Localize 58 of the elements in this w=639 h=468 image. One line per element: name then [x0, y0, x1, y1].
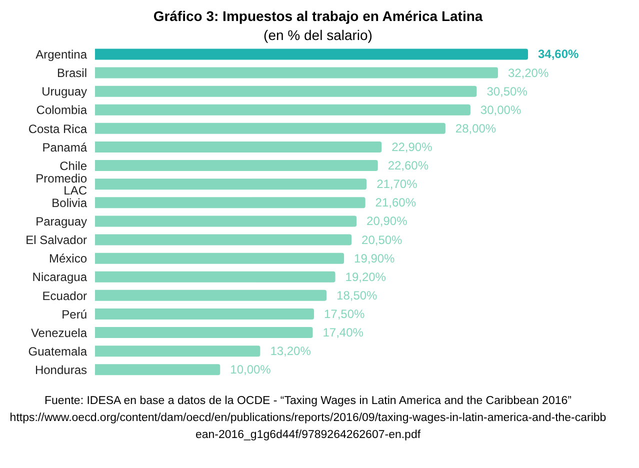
- text: https://www.oecd.org/content/dam/oecd/en/publications/reports/2016/09/taxing-wages-in-latin-america-and-the-caribbean-2016_g1g6d44f/9789264262607-en.pdf: [8, 411, 608, 443]
- y-tick-label: Panamá: [42, 140, 88, 154]
- y-tick-label: Perú: [62, 307, 87, 322]
- bar: [95, 178, 367, 190]
- data-label: 18,50%: [336, 288, 378, 302]
- y-tick-label: Honduras: [34, 362, 87, 377]
- bar: [95, 216, 357, 227]
- bar: [95, 86, 477, 97]
- y-tick-label: Promedio LAC: [36, 171, 88, 198]
- bar: [95, 48, 528, 60]
- bar: [95, 308, 314, 320]
- data-label: 21,60%: [375, 196, 416, 210]
- data-label: 28,00%: [455, 121, 496, 136]
- y-tick-label: Chile: [60, 158, 88, 173]
- y-tick-label: Colombia: [36, 103, 88, 118]
- data-label: 17,40%: [322, 326, 364, 340]
- data-label: 32,20%: [508, 66, 549, 80]
- y-tick-label: Guatemala: [28, 344, 88, 358]
- data-label: 19,20%: [345, 270, 386, 284]
- y-tick-label: Bolivia: [52, 196, 88, 210]
- y-tick-label: Paraguay: [36, 214, 87, 229]
- bar: [95, 346, 260, 357]
- data-label: 19,90%: [354, 251, 396, 266]
- bar: [95, 122, 446, 134]
- data-label: 17,50%: [324, 306, 366, 321]
- bar: [95, 141, 382, 152]
- data-label: 22,60%: [388, 158, 429, 173]
- data-label: 21,70%: [376, 177, 418, 192]
- y-tick-label: Brasil: [56, 66, 87, 80]
- bar: [95, 252, 344, 264]
- bar: [95, 160, 378, 172]
- data-label: 30,50%: [486, 84, 528, 98]
- data-label: 34,60%: [538, 47, 580, 62]
- y-tick-label: Nicaragua: [32, 270, 88, 284]
- source-note: Fuente: IDESA en base a datos de la OCDE - “Taxing Wages in Latin America and the Caribbean 2016”: [44, 394, 572, 409]
- bar: [95, 234, 352, 246]
- bar: [95, 364, 220, 376]
- bar: [95, 197, 366, 208]
- chart-title: Gráfico 3: Impuestos al trabajo en América Latina: [152, 8, 484, 24]
- data-label: 20,50%: [362, 232, 403, 247]
- data-label: 20,90%: [366, 214, 408, 228]
- y-tick-label: El Salvador: [26, 233, 87, 248]
- bar: [95, 271, 336, 282]
- data-label: 30,00%: [480, 102, 522, 117]
- bar: [95, 327, 313, 338]
- y-tick-label: Venezuela: [30, 326, 88, 340]
- y-tick-label: Ecuador: [42, 288, 87, 303]
- y-tick-label: México: [48, 252, 88, 266]
- data-label: 10,00%: [230, 362, 272, 377]
- data-label: 13,20%: [270, 344, 312, 358]
- bar: [95, 104, 470, 116]
- data-label: 22,90%: [392, 140, 433, 154]
- bar: [95, 290, 327, 301]
- y-tick-label: Uruguay: [42, 84, 87, 99]
- bar: [95, 67, 498, 78]
- y-tick-label: Argentina: [36, 48, 88, 62]
- y-tick-label: Costa Rica: [28, 122, 88, 136]
- chart-subtitle: (en % del salario): [262, 27, 374, 43]
